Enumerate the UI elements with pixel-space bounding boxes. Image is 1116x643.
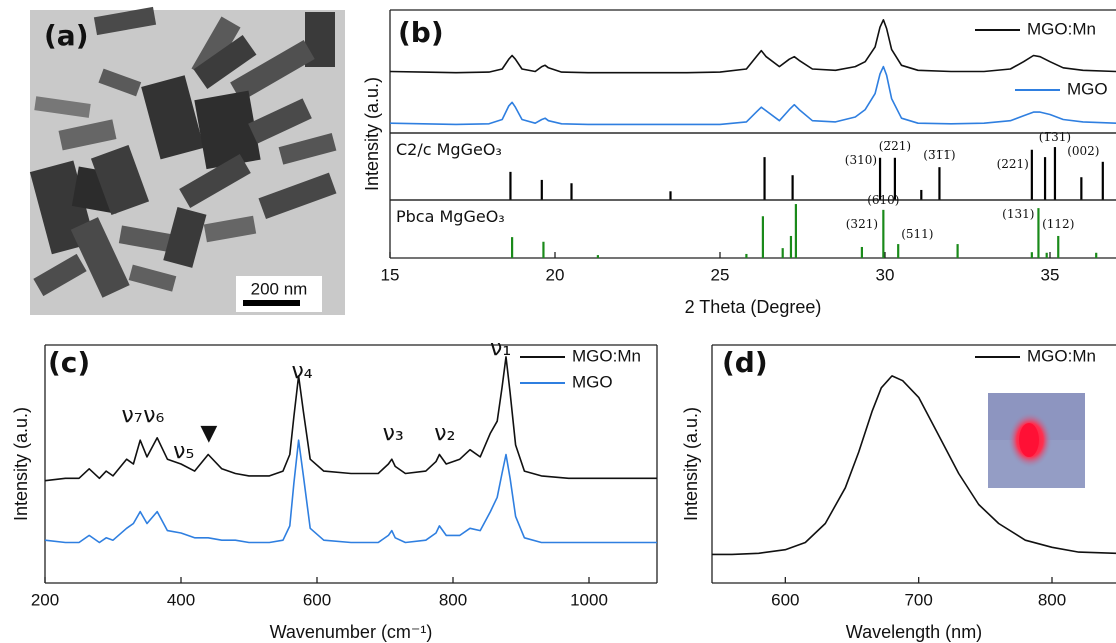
legend-label: MGO:Mn <box>1027 19 1096 38</box>
hkl-label: (310) <box>845 153 877 167</box>
data-line <box>44 439 657 544</box>
legend-label: MGO:Mn <box>572 346 641 365</box>
data-line <box>44 356 657 482</box>
subplot-title: C2/c MgGeO₃ <box>396 140 502 159</box>
peak-annotation: ν₆ <box>143 403 164 428</box>
hkl-label: (3̅1̅1̅) <box>923 148 955 162</box>
x-tick-label: 400 <box>167 590 195 609</box>
scale-bar-label: 200 nm <box>251 279 308 298</box>
peak-annotation: ν₇ <box>121 403 142 428</box>
legend-label: MGO <box>572 372 613 391</box>
x-axis-title: 2 Theta (Degree) <box>685 297 822 317</box>
x-tick-label: 35 <box>1041 265 1060 284</box>
x-axis-title: Wavelength (nm) <box>846 622 982 642</box>
x-tick-label: 25 <box>711 265 730 284</box>
y-axis-title: Intensity (a.u.) <box>362 77 382 191</box>
legend-label: MGO <box>1067 79 1108 98</box>
peak-annotation: ν₅ <box>173 439 194 464</box>
hkl-label: (002) <box>1067 144 1099 158</box>
inset-photo <box>988 393 1085 488</box>
subplot-title: Pbca MgGeO₃ <box>396 207 505 226</box>
hkl-label: (321) <box>846 217 878 231</box>
x-tick-label: 200 <box>31 590 59 609</box>
x-tick-label: 700 <box>904 590 932 609</box>
x-tick-label: 600 <box>303 590 331 609</box>
x-tick-label: 600 <box>771 590 799 609</box>
x-axis-title: Wavenumber (cm⁻¹) <box>270 622 433 642</box>
x-tick-label: 800 <box>439 590 467 609</box>
panel-label: (a) <box>44 19 89 52</box>
panel-label: (c) <box>48 346 90 379</box>
hkl-label: (221) <box>997 157 1029 171</box>
data-line <box>389 19 1116 74</box>
x-tick-label: 30 <box>876 265 895 284</box>
tem-image <box>29 6 345 315</box>
y-axis-title: Intensity (a.u.) <box>11 407 31 521</box>
hkl-label: (610) <box>867 193 899 207</box>
data-line <box>389 65 1116 126</box>
hkl-label: (112) <box>1042 217 1074 231</box>
peak-annotation: ν₄ <box>291 359 312 384</box>
hkl-label: (131) <box>1002 207 1034 221</box>
peak-annotation: ν₃ <box>383 421 404 446</box>
peak-annotation: ν₂ <box>434 421 455 446</box>
data-line <box>712 375 1116 556</box>
x-tick-label: 1000 <box>570 590 608 609</box>
hkl-label: (511) <box>901 227 933 241</box>
panel-label: (d) <box>722 346 768 379</box>
peak-annotation: ν₁ <box>490 336 511 361</box>
legend-label: MGO:Mn <box>1027 346 1096 365</box>
hkl-label: (2̅21) <box>879 139 911 153</box>
hkl-label: (1̅31) <box>1039 130 1071 144</box>
x-tick-label: 20 <box>546 265 565 284</box>
y-axis-title: Intensity (a.u.) <box>681 407 701 521</box>
x-tick-label: 15 <box>381 265 400 284</box>
panel-label: (b) <box>398 16 444 49</box>
x-tick-label: 800 <box>1038 590 1066 609</box>
peak-annotation: ▼ <box>200 421 217 446</box>
